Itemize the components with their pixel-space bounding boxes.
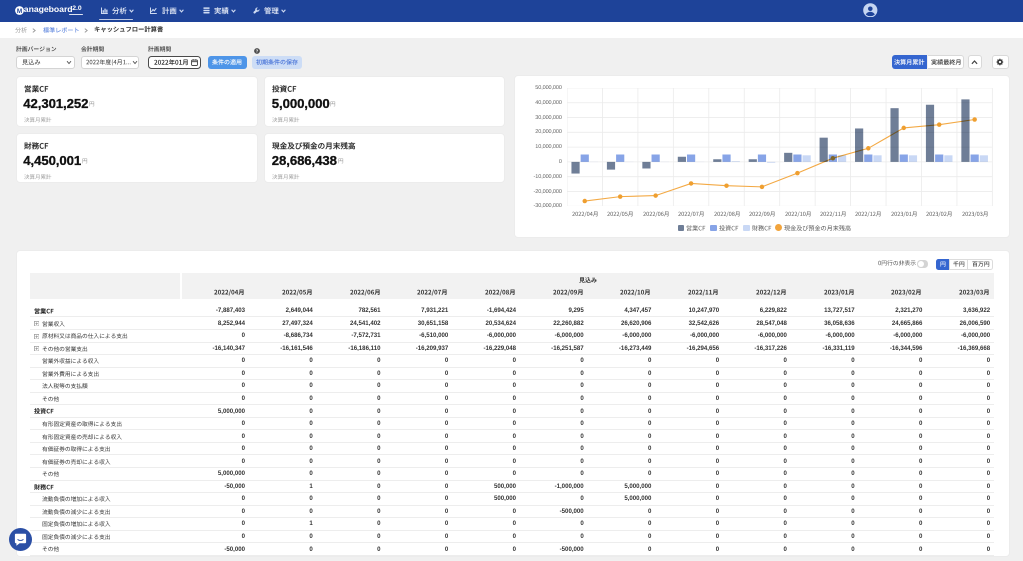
svg-text:?: ? [255, 49, 258, 54]
svg-text:M: M [16, 8, 21, 15]
